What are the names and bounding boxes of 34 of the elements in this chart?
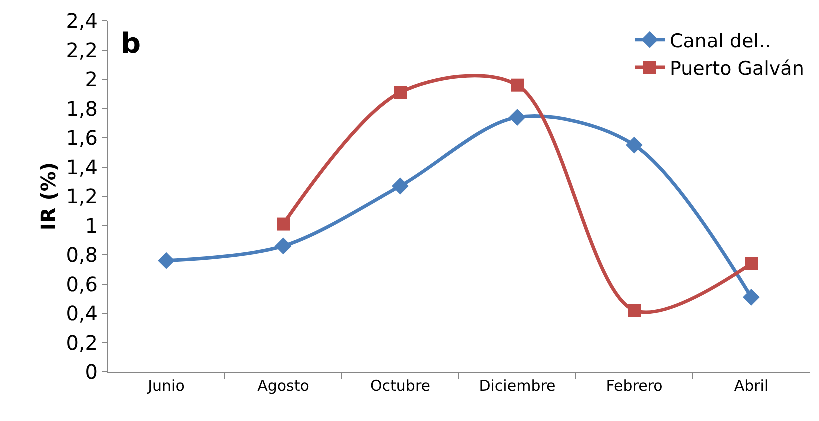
y-axis-title: IR (%) xyxy=(36,162,61,231)
x-tick-label: Agosto xyxy=(258,377,310,395)
y-tick-label: 0,2 xyxy=(66,330,98,355)
annotation: b xyxy=(121,27,142,60)
point xyxy=(509,109,526,126)
y-tick-label: 1,8 xyxy=(66,96,98,121)
y-tick-label: 1 xyxy=(85,214,98,238)
legend-label: Canal del.. xyxy=(670,30,772,52)
y-tick-label: 0,6 xyxy=(66,272,98,296)
y-tick-label: 0,8 xyxy=(66,243,98,267)
point xyxy=(275,238,292,255)
y-tick-label: 1,4 xyxy=(66,155,98,180)
point xyxy=(158,252,175,270)
y-tick-label: 2,4 xyxy=(66,9,98,33)
point xyxy=(628,304,641,318)
legend-label: Puerto Galván xyxy=(670,58,804,80)
point xyxy=(511,78,524,92)
y-tick-label: 2,2 xyxy=(66,38,98,62)
point xyxy=(626,136,643,154)
y-tick-label: 2 xyxy=(85,68,98,92)
x-tick-label: Abril xyxy=(734,377,769,395)
x-tick-label: Junio xyxy=(147,377,185,395)
x-tick-label: Octubre xyxy=(370,377,431,395)
x-tick-label: Diciembre xyxy=(479,377,556,395)
y-tick-label: 1,2 xyxy=(66,184,98,208)
y-tick-label: 1,6 xyxy=(66,126,98,150)
point xyxy=(392,178,409,195)
point xyxy=(277,218,290,231)
y-tick-label: 0,4 xyxy=(66,302,98,326)
point xyxy=(745,257,758,270)
x-tick-label: Febrero xyxy=(606,377,663,395)
point xyxy=(743,288,760,306)
point xyxy=(394,86,407,100)
y-tick-label: 0 xyxy=(85,360,98,384)
